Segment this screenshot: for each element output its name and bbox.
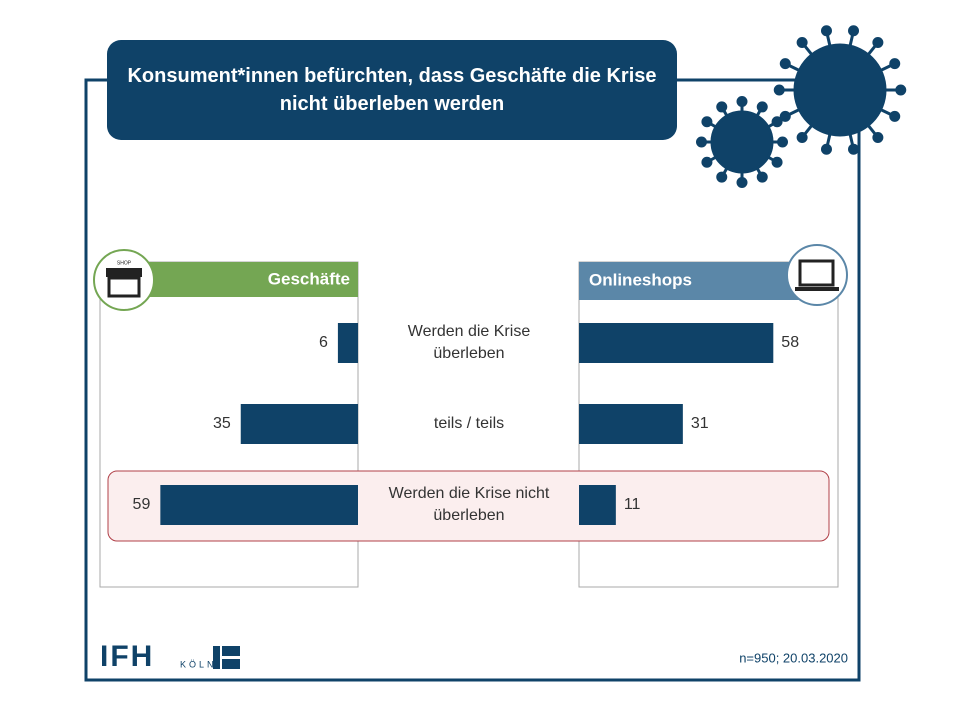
virus-tip: [889, 58, 901, 70]
bar: [579, 404, 683, 444]
laptop-screen: [798, 259, 835, 287]
chart-title: Konsument*innen befürchten, dass Geschäf…: [127, 65, 657, 115]
legend-entry: Onlineshops: [589, 270, 692, 289]
virus-tip: [771, 116, 783, 128]
virus-tip: [820, 25, 832, 37]
virus-tip: [779, 58, 791, 70]
value-label: 31: [691, 415, 709, 432]
virus-icons: [696, 25, 907, 188]
icon-label: SHOP: [117, 260, 132, 266]
bars-area: Geschäfte Onlineshops SHOP 6 35 59 58 31 11 Werde…: [93, 244, 848, 542]
value-label: 6: [319, 334, 328, 351]
virus-tip: [872, 37, 884, 49]
value-label: 11: [624, 496, 641, 513]
bar: [160, 485, 358, 525]
virus-tip: [820, 143, 832, 155]
virus-tip: [716, 101, 728, 113]
virus-tip: [848, 143, 860, 155]
virus-tip: [701, 116, 713, 128]
virus-tip: [736, 177, 748, 188]
series-header: [120, 262, 358, 297]
virus-tip: [889, 110, 901, 122]
laptop-icon: [786, 244, 848, 306]
value-label: 58: [781, 334, 799, 351]
title-box: [107, 40, 677, 140]
virus-tip: [773, 84, 785, 96]
series-header: [579, 262, 819, 300]
bar: [579, 485, 616, 525]
virus-tip: [756, 171, 768, 183]
category-holder: Werden die Krise überleben: [407, 323, 531, 362]
virus-tip: [696, 136, 707, 148]
logo: IFH: [100, 640, 154, 673]
value-label: 35: [213, 415, 231, 432]
virus-tip: [848, 25, 860, 37]
legend-entry: Geschäfte: [268, 269, 350, 288]
logo-sub: KÖLN: [180, 659, 217, 669]
category-label: teils / teils: [433, 415, 505, 432]
virus-tip: [736, 96, 748, 107]
note: n=950; 20.03.2020: [739, 650, 848, 665]
shop-roof: [106, 268, 142, 277]
virus-tip: [701, 156, 713, 168]
logo-mark: [213, 646, 220, 669]
laptop-base: [795, 287, 839, 291]
virus-tip: [796, 37, 808, 49]
virus-tip: [716, 171, 728, 183]
virus-tip: [779, 110, 791, 122]
logo-mark: [222, 659, 240, 669]
bar: [579, 323, 774, 363]
shop-icon: [93, 249, 155, 311]
value-label: 59: [133, 496, 151, 513]
category-label: Werden die Krise überleben: [407, 323, 531, 362]
logo-mark: [222, 646, 240, 656]
virus-tip: [756, 101, 768, 113]
virus-tip: [777, 136, 788, 148]
virus-body: [793, 43, 887, 137]
virus-body: [710, 110, 774, 174]
virus-tip: [895, 84, 907, 96]
virus-tip: [872, 131, 884, 143]
virus-tip: [771, 156, 783, 168]
category-holder: Werden die Krise nicht überleben: [388, 485, 550, 524]
virus-tip: [796, 131, 808, 143]
category-holder: teils / teils: [433, 415, 505, 432]
bar: [337, 323, 358, 363]
category-label: Werden die Krise nicht überleben: [388, 485, 550, 524]
title-holder: Konsument*innen befürchten, dass Geschäf…: [127, 65, 657, 115]
bar: [240, 404, 358, 444]
shop-body: [107, 276, 141, 298]
